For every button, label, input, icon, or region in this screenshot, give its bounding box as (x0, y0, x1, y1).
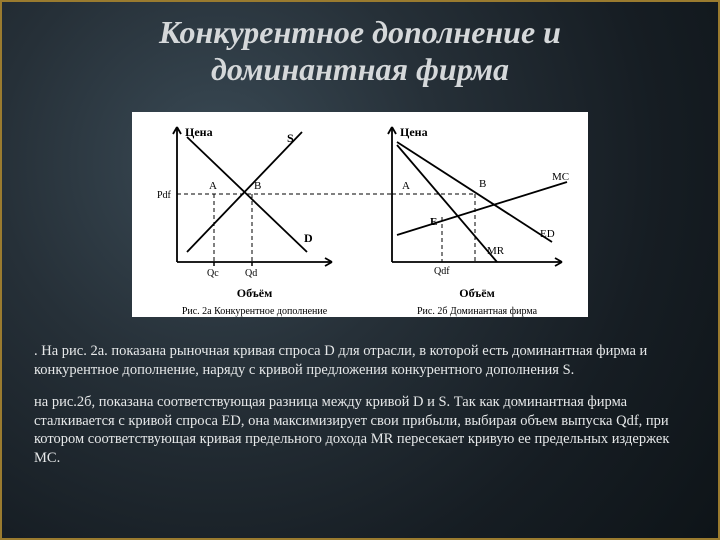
paragraph-1: . На рис. 2а. показана рыночная кривая с… (34, 342, 686, 379)
svg-text:Цена: Цена (185, 125, 213, 139)
svg-text:Объём: Объём (459, 286, 495, 300)
svg-text:Рис. 2a Конкурентное дополнени: Рис. 2a Конкурентное дополнение (182, 306, 328, 317)
svg-text:S: S (287, 131, 294, 145)
figure: Цена Объём Рис. 2a Конкурентное дополнение… (132, 112, 588, 317)
svg-text:ED: ED (540, 228, 555, 240)
svg-text:Qd: Qd (245, 268, 257, 279)
svg-text:MC: MC (552, 171, 569, 183)
svg-text:MR: MR (487, 245, 505, 257)
svg-text:A: A (402, 180, 410, 192)
svg-text:B: B (254, 180, 261, 192)
paragraph-2: на рис.2б, показана соответствующая разн… (34, 393, 686, 467)
title-line-2: доминантная фирма (211, 51, 509, 87)
svg-text:Рис. 2б Доминантная фирма: Рис. 2б Доминантная фирма (417, 306, 538, 317)
body-text: . На рис. 2а. показана рыночная кривая с… (34, 342, 686, 481)
svg-text:B: B (479, 178, 486, 190)
svg-text:E: E (430, 216, 437, 228)
svg-text:Qdf: Qdf (434, 266, 450, 277)
svg-text:A: A (209, 180, 217, 192)
slide: Конкурентное дополнение и доминантная фи… (0, 0, 720, 540)
title-line-1: Конкурентное дополнение и (159, 14, 561, 50)
svg-text:Цена: Цена (400, 125, 428, 139)
svg-text:Объём: Объём (237, 286, 273, 300)
svg-text:Qc: Qc (207, 268, 219, 279)
svg-text:Pdf: Pdf (157, 190, 172, 201)
slide-title: Конкурентное дополнение и доминантная фи… (2, 14, 718, 88)
svg-text:D: D (304, 231, 313, 245)
